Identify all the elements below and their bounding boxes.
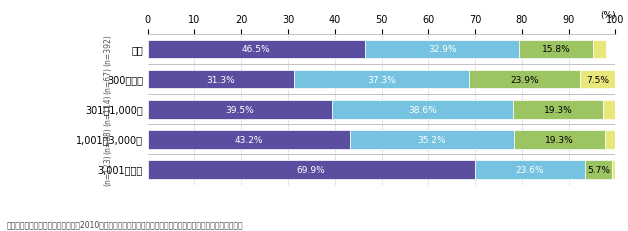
Bar	[148, 100, 332, 119]
Bar	[350, 131, 514, 149]
Bar	[604, 100, 615, 119]
Bar	[148, 131, 350, 149]
Text: (n=114): (n=114)	[104, 94, 112, 125]
Bar	[148, 40, 365, 59]
Bar	[605, 131, 615, 149]
Text: 資料：財団法人国際経済交流財団（2010）「今後の多角的通商ルールのあり方に関する調査研究」から作成。: 資料：財団法人国際経済交流財団（2010）「今後の多角的通商ルールのあり方に関す…	[6, 220, 243, 229]
Text: 19.3%: 19.3%	[545, 135, 574, 144]
Text: 32.9%: 32.9%	[428, 45, 457, 54]
Text: 19.3%: 19.3%	[544, 105, 573, 114]
Bar	[593, 40, 606, 59]
Text: (n=67): (n=67)	[104, 66, 112, 93]
Text: 31.3%: 31.3%	[207, 75, 235, 84]
Text: 37.3%: 37.3%	[367, 75, 396, 84]
Bar	[514, 131, 605, 149]
Bar	[475, 161, 585, 179]
Text: 7.5%: 7.5%	[587, 75, 609, 84]
Text: 15.8%: 15.8%	[541, 45, 570, 54]
Bar	[585, 161, 612, 179]
Bar	[148, 70, 294, 89]
Text: 1,001～3,000人: 1,001～3,000人	[76, 135, 143, 145]
Text: 300人以下: 300人以下	[107, 75, 143, 85]
Bar	[294, 70, 468, 89]
Text: (n=88): (n=88)	[104, 126, 112, 153]
Text: 43.2%: 43.2%	[234, 135, 263, 144]
Text: (%): (%)	[600, 11, 615, 20]
Text: 23.9%: 23.9%	[510, 75, 539, 84]
Bar	[513, 100, 604, 119]
Bar	[580, 70, 615, 89]
Text: 46.5%: 46.5%	[242, 45, 271, 54]
Text: 23.6%: 23.6%	[516, 165, 544, 174]
Text: 35.2%: 35.2%	[418, 135, 447, 144]
Text: 38.6%: 38.6%	[408, 105, 437, 114]
Text: 69.9%: 69.9%	[296, 165, 325, 174]
Bar	[148, 161, 475, 179]
Bar	[365, 40, 519, 59]
Bar	[468, 70, 580, 89]
Text: 合計: 合計	[131, 45, 143, 55]
Text: 39.5%: 39.5%	[225, 105, 254, 114]
Bar	[332, 100, 513, 119]
Text: 3,001人以上: 3,001人以上	[97, 165, 143, 175]
Bar	[612, 161, 615, 179]
Bar	[519, 40, 593, 59]
Text: 5.7%: 5.7%	[587, 165, 610, 174]
Text: (n=392): (n=392)	[104, 34, 112, 65]
Text: (n=123): (n=123)	[104, 154, 112, 185]
Text: 301～1,000人: 301～1,000人	[85, 105, 143, 115]
